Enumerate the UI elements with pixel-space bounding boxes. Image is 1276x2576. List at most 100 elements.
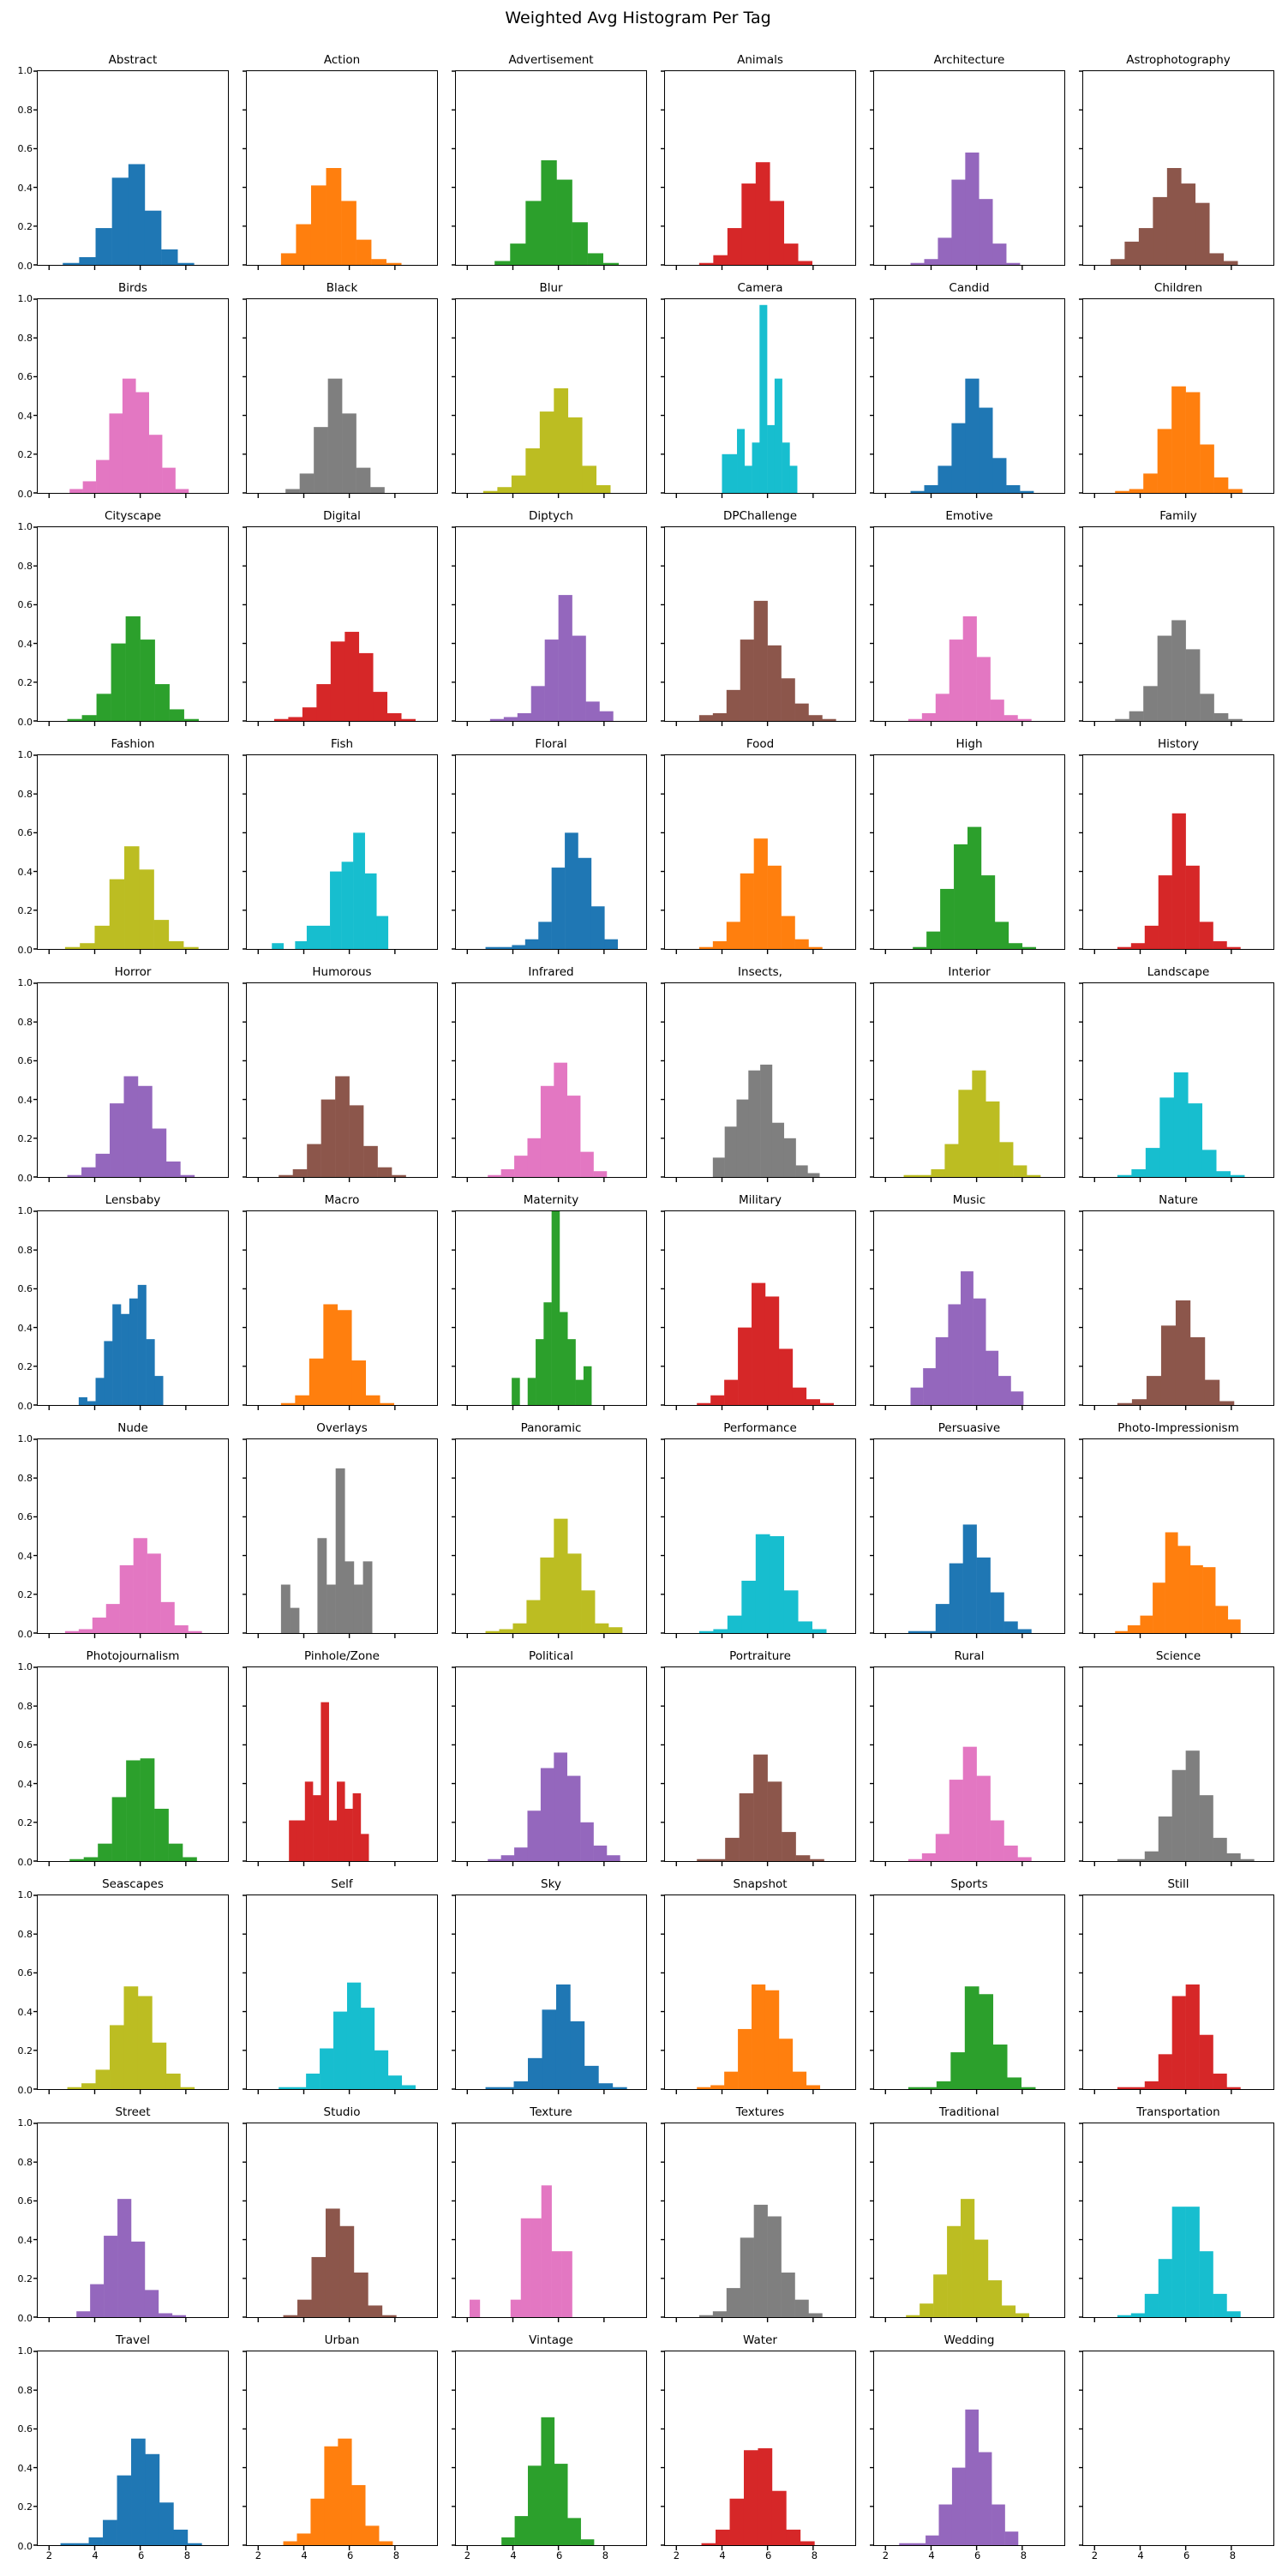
subplot-title: Insects, — [738, 965, 782, 979]
histogram-bars — [280, 168, 402, 265]
histogram-canvas — [33, 1894, 195, 2094]
subplot-music: Music — [870, 1193, 1065, 1410]
y-tick-label: 0.8 — [17, 332, 33, 344]
subplot-photo-impressionism: Photo-Impressionism — [1079, 1421, 1274, 1638]
subplot-title: Children — [1153, 281, 1203, 295]
subplot-emotive: Emotive — [870, 509, 1065, 726]
x-tick-label: 6 — [1183, 2549, 1190, 2561]
subplot-architecture: Architecture — [870, 53, 1065, 270]
y-tick-label: 0.8 — [17, 104, 33, 116]
subplot-transportation: Transportation — [1079, 2105, 1274, 2322]
histogram-canvas — [243, 1210, 396, 1410]
subplot-military: Military — [661, 1193, 856, 1410]
histogram-bars — [1115, 1532, 1241, 1633]
histogram-canvas — [661, 2123, 823, 2322]
histogram-canvas — [870, 526, 1032, 726]
subplot-history: History — [1079, 737, 1274, 954]
axis-ticks — [33, 1666, 187, 1866]
subplot-title: Textures — [735, 2105, 785, 2119]
subplot-title: Overlays — [316, 1421, 368, 1435]
subplot-title: Nude — [117, 1421, 148, 1435]
y-tick-label: 0.2 — [17, 221, 33, 233]
subplot-title: DPChallenge — [722, 509, 798, 523]
y-tick-label: 0.4 — [17, 1778, 33, 1790]
histogram-canvas — [1079, 526, 1243, 726]
empty-axes-canvas — [1079, 2351, 1232, 2550]
x-tick-label: 2 — [1091, 2549, 1099, 2561]
histogram-canvas — [452, 298, 611, 498]
y-tick-label: 0.0 — [17, 261, 33, 272]
subplot-title: Lensbaby — [105, 1193, 161, 1207]
y-tick-label: 0.8 — [17, 1244, 33, 1256]
x-tick-label: 6 — [138, 2549, 145, 2561]
histogram-canvas — [870, 2351, 1023, 2550]
axis-ticks — [243, 70, 396, 270]
histogram-canvas — [1079, 298, 1243, 498]
histogram-canvas — [33, 526, 199, 726]
subplot-title: Street — [115, 2105, 151, 2119]
histogram-grid: Abstract 0.0 0.2 0.4 0.6 0.8 1.0 Action Advertis… — [18, 53, 1274, 2561]
histogram-canvas — [1079, 70, 1238, 270]
axis-ticks — [1079, 298, 1232, 498]
subplot-title: Urban — [324, 2333, 360, 2347]
histogram-bars — [913, 826, 1037, 949]
subplot-digital: Digital — [243, 509, 438, 726]
histogram-bars — [903, 1070, 1041, 1177]
histogram-canvas — [1079, 2123, 1241, 2322]
subplot-photojournalism: Photojournalism 0.0 0.2 0.4 0.6 0.8 1.0 — [18, 1649, 229, 1868]
subplot-humorous: Humorous — [243, 965, 438, 1182]
histogram-canvas — [661, 754, 823, 954]
histogram-bars — [1117, 1300, 1235, 1405]
y-tick-label: 0.0 — [17, 489, 33, 500]
axis-ticks — [452, 298, 605, 498]
axis-ticks — [33, 754, 187, 954]
subplot-title: Traditional — [938, 2105, 1000, 2119]
histogram-canvas — [870, 982, 1041, 1182]
histogram-canvas — [452, 526, 614, 726]
histogram-canvas — [33, 70, 195, 270]
subplot-title: Digital — [323, 509, 361, 523]
axis-ticks — [1079, 2351, 1232, 2550]
x-tick-label: 2 — [255, 2549, 262, 2561]
subplot-title: Travel — [115, 2333, 151, 2347]
histogram-canvas — [870, 754, 1037, 954]
subplot-street: Street 0.0 0.2 0.4 0.6 0.8 1.0 — [18, 2105, 229, 2324]
subplot-title: Pinhole/Zone — [304, 1649, 380, 1663]
y-tick-label: 0.2 — [17, 1817, 33, 1829]
histogram-bars — [469, 2185, 572, 2317]
axis-ticks — [1079, 1894, 1232, 2094]
histogram-bars — [908, 1986, 1036, 2089]
x-tick-label: 2 — [464, 2549, 471, 2561]
histogram-bars — [60, 2438, 202, 2545]
axis-ticks — [870, 526, 1023, 726]
y-tick-label: 0.4 — [17, 2006, 33, 2018]
y-tick-label: 0.6 — [17, 143, 33, 155]
y-tick-label: 0.2 — [17, 905, 33, 917]
histogram-canvas — [243, 754, 396, 954]
subplot-title: Camera — [737, 281, 783, 295]
y-tick-label: 0.6 — [17, 1739, 33, 1751]
histogram-canvas — [243, 1894, 416, 2094]
histogram-bars — [712, 1064, 820, 1177]
subplot-science: Science — [1079, 1649, 1274, 1866]
y-tick-label: 0.2 — [17, 1133, 33, 1145]
y-tick-label: 0.4 — [17, 1094, 33, 1106]
axis-ticks — [33, 298, 187, 498]
subplot-blur: Blur — [452, 281, 647, 498]
y-tick-label: 0.0 — [17, 717, 33, 728]
x-tick-label: 4 — [301, 2549, 308, 2561]
histogram-canvas — [452, 1438, 623, 1638]
subplot-interior: Interior — [870, 965, 1065, 1182]
axis-ticks — [1079, 1666, 1232, 1866]
subplot-urban: Urban 2 4 6 8 — [243, 2333, 438, 2561]
histogram-bars — [1117, 813, 1241, 949]
axis-ticks — [1079, 526, 1232, 726]
histogram-canvas — [243, 526, 416, 726]
subplot-title: Animals — [737, 53, 783, 67]
subplot-title: Family — [1159, 509, 1197, 523]
histogram-canvas — [1079, 1666, 1255, 1866]
y-tick-label: 0.4 — [17, 410, 33, 422]
subplot-title: Abstract — [108, 53, 158, 67]
histogram-bars — [698, 1534, 827, 1633]
subplot-travel: Travel 0.0 0.2 0.4 0.6 0.8 1.0 2 4 6 8 — [18, 2333, 229, 2561]
